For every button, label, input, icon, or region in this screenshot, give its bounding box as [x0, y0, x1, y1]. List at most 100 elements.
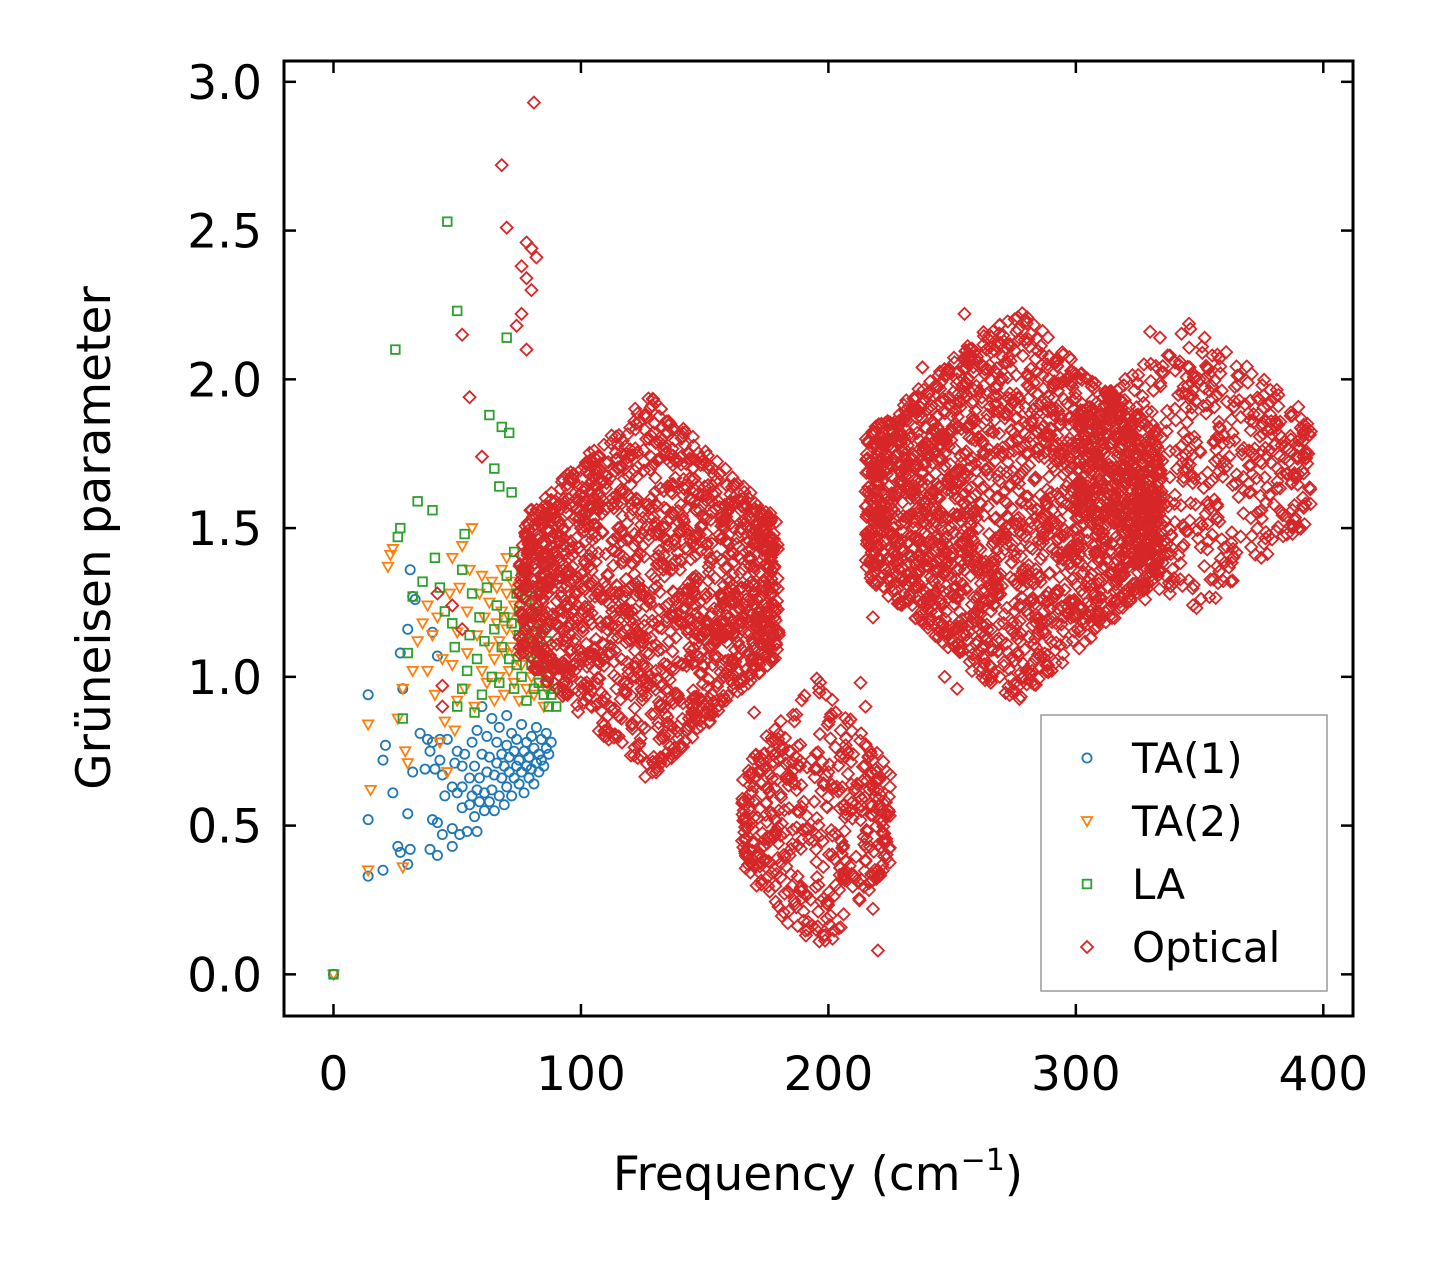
data-point	[535, 754, 547, 766]
data-point	[898, 459, 913, 474]
data-point	[599, 475, 614, 491]
data-point	[991, 617, 1007, 632]
data-point	[1030, 405, 1045, 421]
data-point	[636, 587, 651, 602]
data-point	[1086, 380, 1102, 396]
data-point	[859, 824, 875, 839]
data-point	[539, 666, 555, 682]
data-point	[530, 662, 546, 677]
data-point	[1033, 551, 1049, 567]
data-point	[1072, 546, 1088, 562]
data-point	[874, 495, 890, 510]
data-point	[395, 522, 406, 534]
data-point	[874, 803, 890, 819]
data-point	[874, 814, 889, 830]
data-point	[598, 615, 614, 630]
data-point	[1143, 569, 1158, 584]
data-point	[952, 613, 967, 629]
data-point	[596, 437, 612, 452]
data-point	[648, 395, 663, 411]
data-point	[328, 969, 339, 980]
data-point	[895, 542, 910, 557]
data-point	[1007, 425, 1022, 441]
data-point	[498, 799, 510, 811]
data-point	[688, 569, 703, 584]
data-point	[1040, 657, 1056, 673]
data-point	[1039, 498, 1055, 513]
data-point	[943, 549, 959, 564]
data-point	[682, 471, 697, 486]
data-point	[1011, 483, 1026, 498]
data-point	[776, 904, 791, 920]
data-point	[657, 569, 672, 584]
data-point	[988, 580, 1004, 596]
data-point	[529, 654, 544, 670]
data-point	[762, 830, 778, 845]
data-point	[768, 894, 783, 910]
data-point	[441, 733, 453, 745]
data-point	[1080, 574, 1096, 589]
data-point	[665, 505, 680, 520]
data-point	[499, 612, 510, 623]
data-point	[1033, 422, 1049, 438]
data-point	[1014, 580, 1030, 596]
data-point	[603, 638, 618, 654]
data-point	[763, 606, 779, 622]
data-point	[746, 779, 762, 794]
data-point	[483, 796, 495, 808]
data-point	[535, 547, 551, 563]
data-point	[1244, 528, 1260, 544]
data-point	[1233, 529, 1249, 544]
data-point	[919, 442, 934, 458]
data-point	[1091, 448, 1106, 463]
data-point	[1050, 383, 1066, 398]
data-point	[654, 419, 670, 434]
data-point	[1087, 589, 1103, 605]
data-point	[789, 899, 804, 915]
data-point	[691, 445, 706, 461]
data-point	[1115, 600, 1130, 615]
data-point	[689, 453, 704, 468]
data-point	[996, 658, 1012, 674]
data-point	[1120, 445, 1136, 460]
data-point	[920, 616, 936, 632]
data-point	[928, 515, 944, 530]
data-point	[531, 631, 546, 646]
data-point	[973, 542, 988, 557]
data-point	[894, 477, 909, 493]
data-point	[947, 355, 962, 370]
data-point	[879, 847, 894, 862]
data-point	[690, 487, 706, 502]
data-point	[828, 877, 843, 893]
data-point	[465, 523, 479, 536]
data-point	[424, 843, 436, 855]
data-point	[588, 631, 604, 647]
data-point	[702, 550, 718, 566]
data-point	[1006, 676, 1022, 692]
data-point	[1059, 635, 1074, 650]
data-point	[592, 463, 608, 479]
data-point	[835, 798, 851, 813]
data-point	[621, 662, 636, 677]
data-point	[1014, 590, 1030, 606]
data-point	[1049, 428, 1065, 443]
data-point	[1004, 615, 1020, 631]
data-point	[608, 429, 624, 444]
data-point	[618, 484, 633, 500]
data-point	[1160, 499, 1176, 514]
data-point	[1130, 367, 1146, 383]
data-point	[483, 751, 495, 763]
data-point	[1101, 601, 1116, 617]
data-point	[663, 608, 679, 623]
data-point	[910, 553, 926, 569]
data-point	[760, 870, 775, 885]
data-point	[584, 699, 600, 715]
data-point	[558, 629, 573, 644]
data-point	[937, 392, 953, 407]
data-point	[755, 752, 771, 767]
data-point	[527, 689, 541, 702]
data-point	[758, 523, 773, 539]
data-point	[890, 591, 906, 607]
data-point	[800, 922, 816, 938]
data-point	[1036, 603, 1052, 619]
